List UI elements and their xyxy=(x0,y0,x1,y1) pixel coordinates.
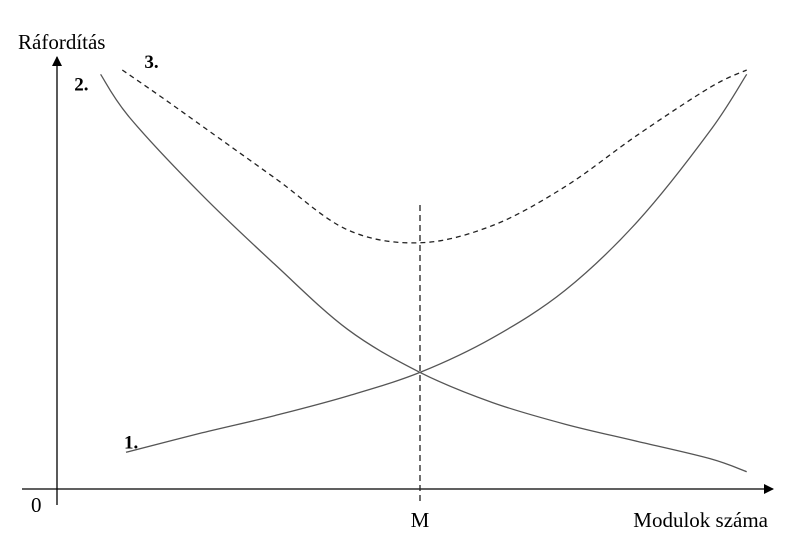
y-axis-title: Ráfordítás xyxy=(18,30,105,54)
curve-3 xyxy=(121,69,747,244)
x-axis-title: Modulok száma xyxy=(633,508,768,532)
x-ticks: M xyxy=(411,205,430,532)
curve-label-2: 2. xyxy=(74,74,88,95)
curve-label-1: 1. xyxy=(124,432,138,453)
x-tick-label-1: M xyxy=(411,508,430,532)
origin-label: 0 xyxy=(31,493,42,517)
curve-2 xyxy=(100,73,747,473)
curve-labels: 1. 2. 3. xyxy=(74,52,158,453)
curve-label-3: 3. xyxy=(144,52,158,73)
curves xyxy=(100,69,748,473)
curve-1 xyxy=(125,73,748,453)
